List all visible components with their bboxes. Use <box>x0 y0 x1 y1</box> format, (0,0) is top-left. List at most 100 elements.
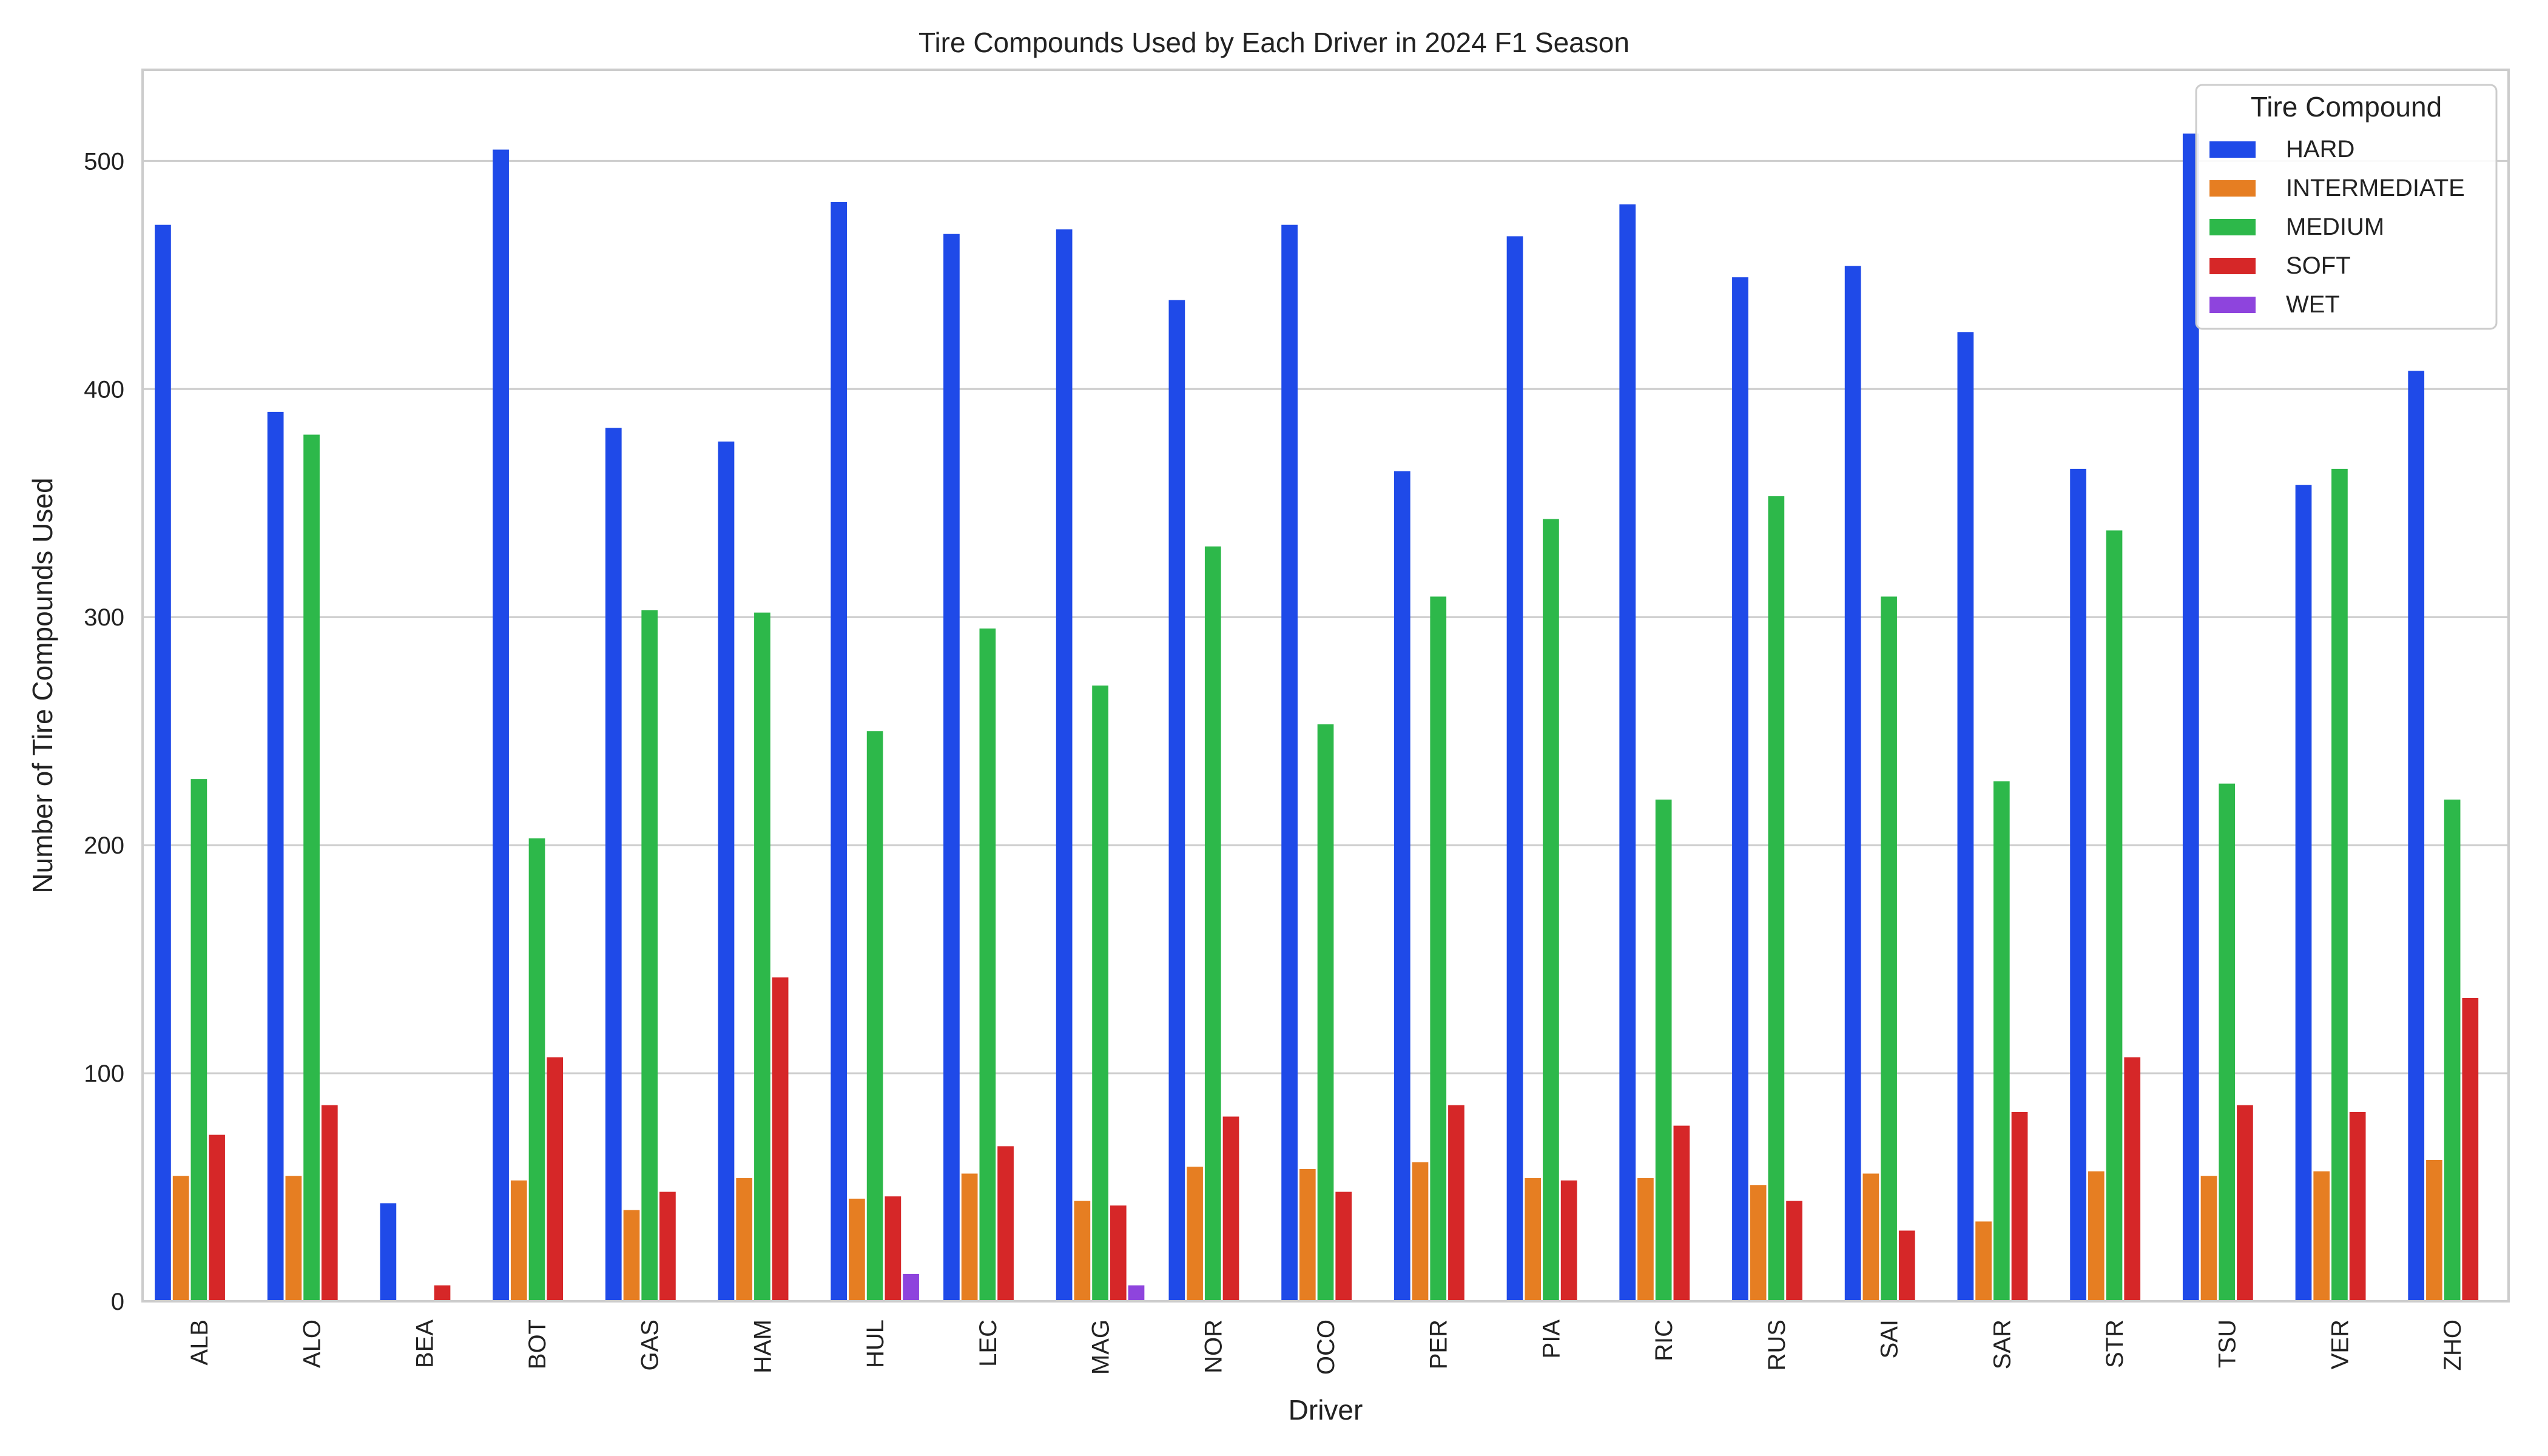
bar-intermediate-mag <box>1074 1201 1091 1301</box>
bar-hard-lec <box>943 234 960 1302</box>
bar-intermediate-alb <box>172 1176 189 1301</box>
y-tick-label: 100 <box>84 1060 124 1087</box>
bar-hard-alo <box>267 411 284 1301</box>
bar-medium-ver <box>2331 468 2348 1301</box>
y-tick-labels: 0 100 200 300 400 500 <box>84 148 124 1315</box>
x-tick-label: GAS <box>637 1320 664 1370</box>
legend: Tire Compound HARD INTERMEDIATE MEDIUM SOFT W… <box>2195 84 2498 330</box>
bar-hard-nor <box>1168 300 1185 1301</box>
bar-soft-sai <box>1898 1230 1915 1301</box>
x-tick-label: SAR <box>1989 1320 2015 1369</box>
bar-soft-bot <box>547 1057 564 1301</box>
bar-soft-per <box>1448 1105 1464 1301</box>
bar-hard-ver <box>2295 485 2312 1301</box>
bar-intermediate-nor <box>1187 1167 1203 1301</box>
x-tick-labels: ALB ALO BEA BOT GAS HAM HUL LEC MAG NOR OCO PER PIA R… <box>186 1320 2466 1375</box>
x-tick-label: MAG <box>1088 1320 1114 1375</box>
bar-soft-alo <box>321 1105 338 1301</box>
bar-medium-lec <box>979 629 996 1301</box>
legend-swatch-hard <box>2209 141 2256 158</box>
x-tick-label: LEC <box>975 1320 1002 1367</box>
bar-medium-rus <box>1768 496 1785 1302</box>
bar-medium-alo <box>303 434 320 1302</box>
bar-soft-hul <box>885 1196 902 1301</box>
bar-intermediate-lec <box>961 1173 978 1301</box>
bar-medium-zho <box>2444 799 2461 1301</box>
bar-medium-ric <box>1655 799 1672 1301</box>
x-tick-label: OCO <box>1313 1320 1340 1375</box>
x-tick-label: BEA <box>411 1320 438 1368</box>
bar-hard-zho <box>2408 371 2425 1302</box>
y-tick-label: 300 <box>84 604 124 631</box>
bar-medium-mag <box>1092 686 1108 1301</box>
bar-soft-tsu <box>2237 1105 2253 1301</box>
x-tick-label: HAM <box>749 1320 776 1373</box>
bar-intermediate-rus <box>1750 1185 1767 1301</box>
legend-swatch-medium <box>2209 219 2256 235</box>
bar-intermediate-gas <box>623 1210 640 1301</box>
bar-medium-ham <box>754 612 770 1302</box>
bar-hard-ham <box>718 441 735 1301</box>
bar-soft-zho <box>2462 998 2479 1301</box>
legend-label-wet: WET <box>2286 291 2340 318</box>
legend-swatch-soft <box>2209 258 2256 274</box>
bar-intermediate-per <box>1412 1162 1429 1301</box>
bar-hard-hul <box>831 202 848 1301</box>
bar-hard-gas <box>605 428 622 1302</box>
bar-intermediate-alo <box>285 1176 302 1301</box>
bar-soft-gas <box>659 1191 676 1301</box>
bar-intermediate-str <box>2088 1171 2105 1301</box>
bar-intermediate-tsu <box>2200 1176 2217 1301</box>
x-tick-label: SAI <box>1876 1320 1903 1358</box>
y-tick-label: 200 <box>84 832 124 859</box>
x-tick-label: NOR <box>1200 1320 1227 1373</box>
bar-intermediate-sar <box>1975 1221 1992 1301</box>
bar-hard-ric <box>1619 204 1636 1302</box>
bar-soft-lec <box>997 1146 1014 1301</box>
bar-medium-str <box>2106 530 2123 1301</box>
x-tick-label: HUL <box>862 1320 889 1368</box>
bar-soft-str <box>2124 1057 2141 1301</box>
bar-intermediate-oco <box>1299 1168 1316 1301</box>
bars-layer <box>155 133 2479 1302</box>
x-tick-label: ALB <box>186 1320 213 1366</box>
legend-title: Tire Compound <box>2251 91 2442 123</box>
y-axis-label: Number of Tire Compounds Used <box>27 477 58 893</box>
bar-soft-pia <box>1560 1180 1577 1301</box>
x-tick-label: TSU <box>2214 1320 2241 1368</box>
bar-medium-pia <box>1543 519 1559 1301</box>
legend-swatch-intermediate <box>2209 180 2256 197</box>
bar-hard-bot <box>493 149 509 1301</box>
bar-soft-mag <box>1110 1205 1127 1301</box>
bar-hard-mag <box>1056 229 1073 1301</box>
x-tick-label: RUS <box>1764 1320 1790 1370</box>
x-tick-label: VER <box>2327 1320 2353 1369</box>
bar-hard-tsu <box>2182 133 2199 1301</box>
bar-intermediate-pia <box>1525 1178 1542 1301</box>
x-tick-label: ALO <box>299 1320 326 1368</box>
bar-medium-gas <box>641 610 658 1301</box>
bar-medium-alb <box>190 779 207 1301</box>
bar-medium-per <box>1430 596 1447 1301</box>
bar-hard-sar <box>1957 332 1974 1301</box>
y-tick-label: 400 <box>84 376 124 403</box>
bar-hard-bea <box>380 1203 397 1301</box>
bar-medium-nor <box>1204 546 1221 1301</box>
bar-medium-hul <box>866 731 883 1301</box>
bar-soft-alb <box>209 1134 225 1301</box>
x-tick-label: BOT <box>524 1320 551 1369</box>
bar-hard-per <box>1394 471 1410 1301</box>
bar-intermediate-bot <box>510 1180 527 1301</box>
legend-label-hard: HARD <box>2286 136 2354 163</box>
bar-hard-str <box>2070 468 2086 1301</box>
y-tick-label: 0 <box>111 1289 124 1315</box>
legend-label-intermediate: INTERMEDIATE <box>2286 175 2465 201</box>
bar-soft-oco <box>1335 1191 1352 1301</box>
bar-intermediate-ver <box>2313 1171 2330 1301</box>
bar-medium-sai <box>1881 596 1897 1301</box>
legend-swatch-wet <box>2209 297 2256 313</box>
bar-soft-sar <box>2011 1111 2028 1301</box>
bar-intermediate-zho <box>2426 1159 2442 1301</box>
bar-hard-sai <box>1844 266 1861 1302</box>
x-tick-label: RIC <box>1651 1320 1677 1361</box>
